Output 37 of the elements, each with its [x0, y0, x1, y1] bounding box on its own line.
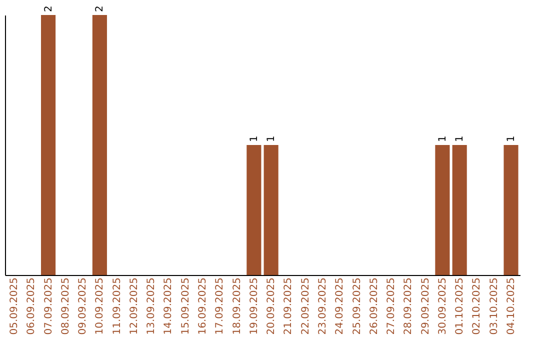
x-tick-label: 24.09.2025 — [334, 278, 346, 335]
x-tick-label: 09.09.2025 — [78, 278, 89, 335]
x-tick-label: 14.09.2025 — [163, 278, 174, 335]
data-label: 2 — [43, 6, 54, 12]
x-tick-label: 28.09.2025 — [403, 278, 414, 335]
x-tick-label: 25.09.2025 — [352, 278, 363, 335]
x-tick-label: 04.10.2025 — [506, 278, 518, 335]
x-tick-label: 26.09.2025 — [368, 278, 380, 335]
data-label: 1 — [437, 136, 448, 142]
x-tick-label: 08.09.2025 — [60, 278, 72, 335]
x-tick-label: 05.09.2025 — [9, 278, 20, 335]
data-label: 1 — [454, 136, 466, 142]
x-tick-label: 19.09.2025 — [248, 278, 260, 335]
x-tick-label: 27.09.2025 — [386, 278, 398, 335]
x-tick-label: 07.09.2025 — [43, 278, 54, 335]
data-label: 1 — [266, 136, 278, 142]
x-tick-label: 06.09.2025 — [26, 278, 38, 335]
data-label: 2 — [94, 6, 106, 12]
x-tick-label: 22.09.2025 — [300, 278, 312, 335]
x-tick-label: 29.09.2025 — [420, 278, 432, 335]
x-tick-label: 10.09.2025 — [94, 278, 106, 335]
x-tick-label: 23.09.2025 — [317, 278, 328, 335]
x-tick-label: 20.09.2025 — [266, 278, 278, 335]
x-tick-label: 30.09.2025 — [437, 278, 448, 335]
x-tick-label: 13.09.2025 — [146, 278, 158, 335]
data-label: 1 — [248, 136, 260, 142]
x-tick-label: 18.09.2025 — [232, 278, 243, 335]
x-tick-label: 12.09.2025 — [128, 278, 140, 335]
x-tick-label: 21.09.2025 — [283, 278, 294, 335]
x-tick-label: 17.09.2025 — [214, 278, 226, 335]
x-tick-label: 01.10.2025 — [454, 278, 466, 335]
x-tick-label: 11.09.2025 — [112, 278, 123, 335]
x-tick-label: 03.10.2025 — [488, 278, 500, 335]
x-tick-label: 16.09.2025 — [198, 278, 209, 335]
x-tick-label: 02.10.2025 — [472, 278, 483, 335]
x-tick-label: 15.09.2025 — [180, 278, 192, 335]
data-label: 1 — [506, 136, 518, 142]
